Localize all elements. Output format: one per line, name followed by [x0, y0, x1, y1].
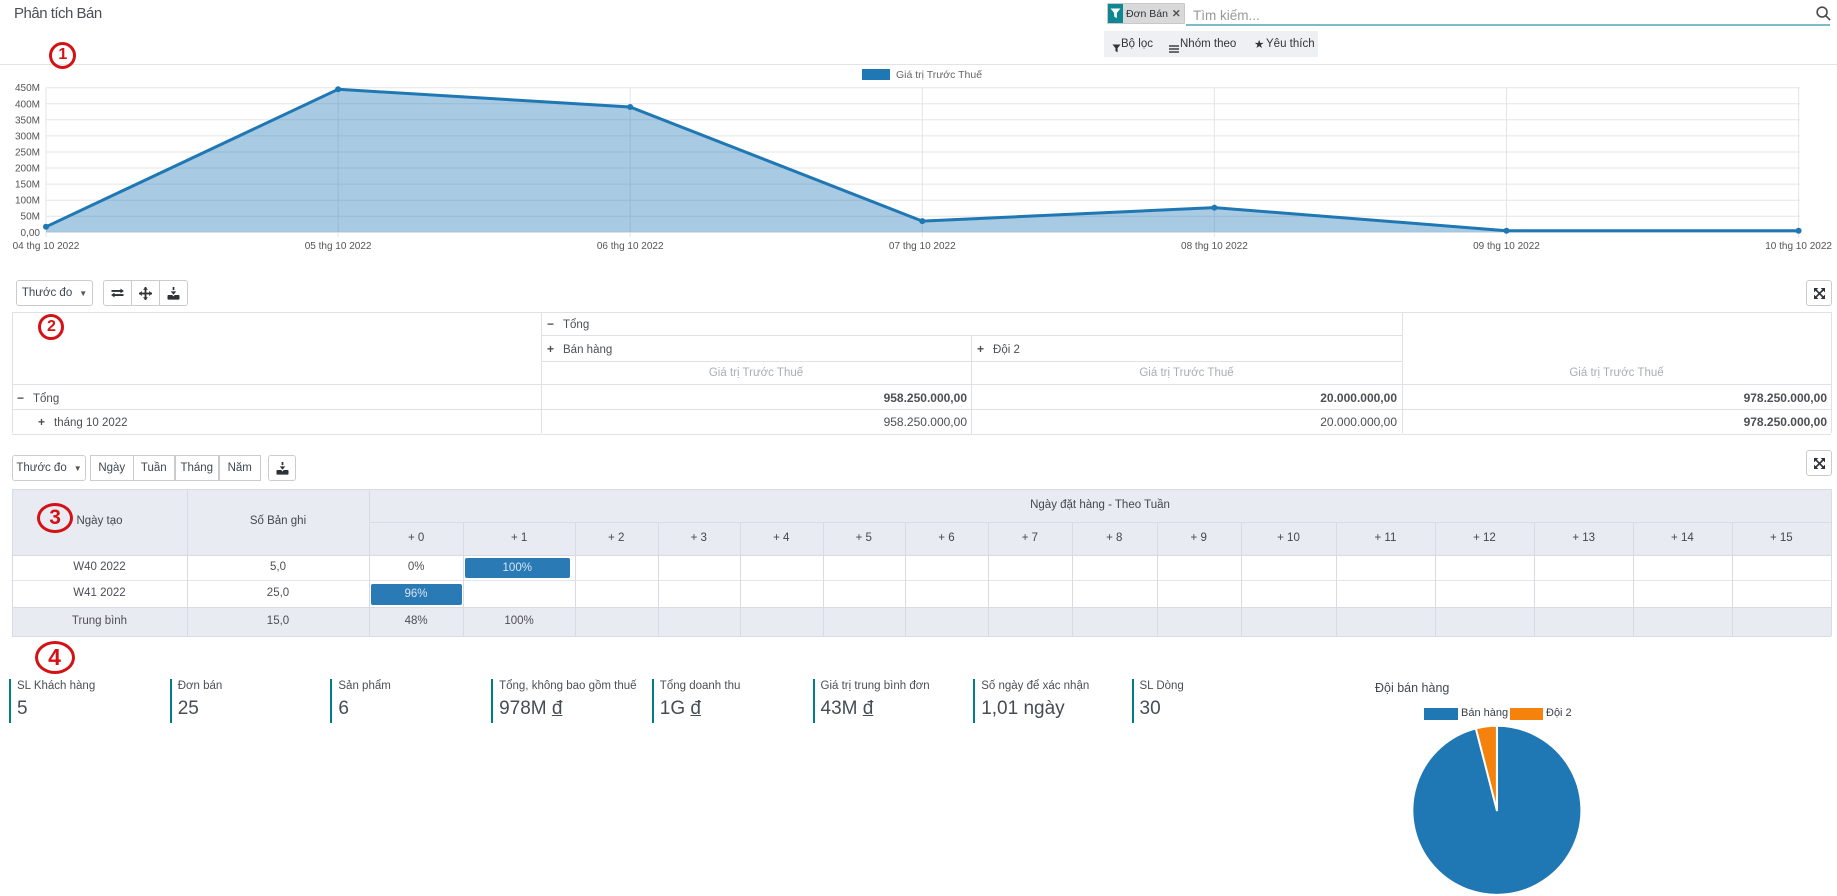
svg-text:150M: 150M: [15, 180, 40, 191]
svg-text:100M: 100M: [15, 196, 40, 207]
svg-text:200M: 200M: [15, 164, 40, 175]
svg-text:450M: 450M: [15, 83, 40, 94]
svg-text:07 thg 10 2022: 07 thg 10 2022: [889, 241, 956, 252]
svg-text:Giá trị Trước Thuế: Giá trị Trước Thuế: [896, 69, 982, 81]
svg-text:09 thg 10 2022: 09 thg 10 2022: [1473, 241, 1540, 252]
svg-text:04 thg 10 2022: 04 thg 10 2022: [13, 241, 80, 252]
svg-text:250M: 250M: [15, 148, 40, 159]
svg-text:300M: 300M: [15, 131, 40, 142]
svg-text:50M: 50M: [21, 212, 40, 223]
svg-text:400M: 400M: [15, 99, 40, 110]
svg-text:10 thg 10 2022: 10 thg 10 2022: [1765, 241, 1832, 252]
svg-text:05 thg 10 2022: 05 thg 10 2022: [305, 241, 372, 252]
svg-text:08 thg 10 2022: 08 thg 10 2022: [1181, 241, 1248, 252]
svg-text:0,00: 0,00: [21, 228, 41, 239]
svg-text:06 thg 10 2022: 06 thg 10 2022: [597, 241, 664, 252]
svg-text:350M: 350M: [15, 115, 40, 126]
